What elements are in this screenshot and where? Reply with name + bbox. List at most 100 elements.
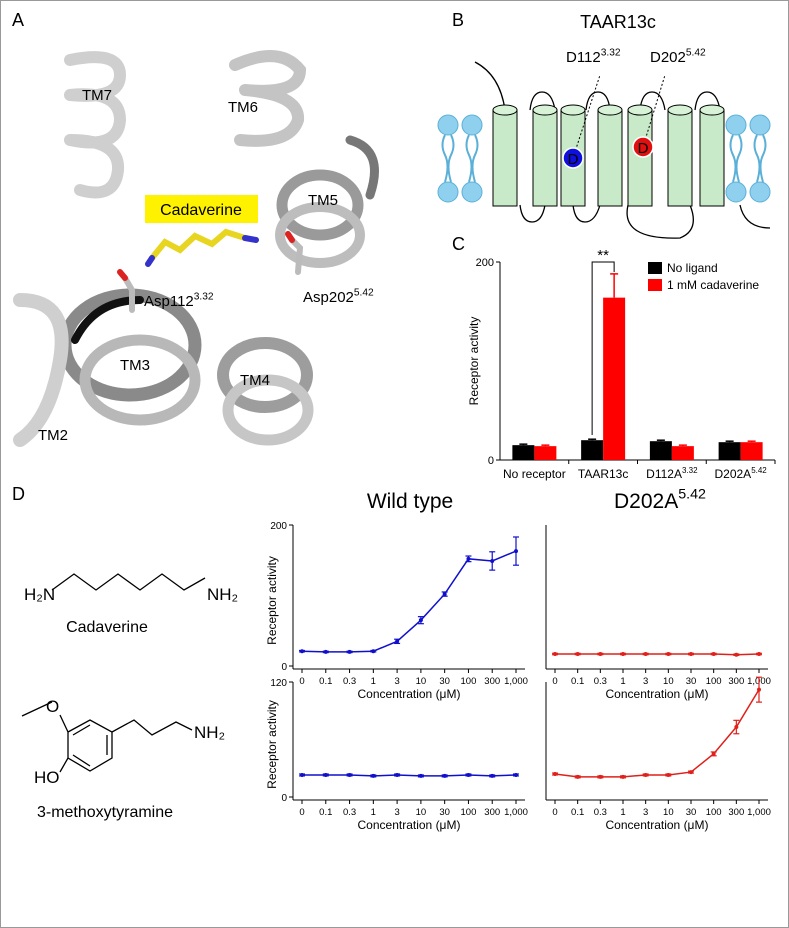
point	[757, 652, 761, 657]
line	[555, 653, 760, 656]
y-tick-label: 200	[476, 257, 494, 269]
panel-letter: A	[12, 10, 24, 30]
helix-top	[667, 104, 693, 116]
point	[643, 652, 648, 657]
helix-top	[627, 104, 653, 116]
legend-label: 1 mM cadaverine	[667, 278, 759, 292]
line	[554, 689, 760, 778]
residue-label: D1123.32	[566, 47, 621, 66]
x-tick-label: 0.3	[594, 676, 607, 687]
bar	[671, 446, 694, 460]
helix-top	[560, 104, 586, 116]
x-tick-label: 3	[643, 807, 648, 818]
x-tick-label: 0.1	[571, 676, 584, 687]
molecule-name: Cadaverine	[66, 619, 148, 636]
x-tick-label-sup: 3.32	[682, 466, 698, 475]
x-tick-label: 1,000	[504, 807, 528, 818]
point	[418, 618, 423, 623]
x-tick-label: 0.3	[343, 676, 356, 687]
helix-cylinder	[699, 109, 725, 207]
point	[323, 649, 328, 654]
bar	[603, 297, 626, 460]
bar	[718, 442, 741, 460]
residue-label-base: D202	[650, 49, 686, 66]
x-tick-label: 1,000	[747, 807, 771, 818]
point	[490, 558, 495, 563]
pointer	[642, 74, 666, 148]
point	[734, 725, 739, 730]
x-tick-label: 0	[552, 676, 557, 687]
helix-top	[597, 104, 623, 116]
bar	[534, 446, 557, 460]
point	[323, 772, 328, 777]
residue-label-base: D112	[566, 49, 601, 66]
lipid-tail	[753, 134, 767, 183]
point	[371, 649, 376, 654]
lipid-head	[461, 181, 483, 203]
bar	[740, 442, 763, 460]
lipid-tail	[441, 134, 455, 183]
atom-group: HO	[34, 768, 60, 787]
x-axis-label: Concentration (μM)	[606, 818, 709, 832]
helix-top	[699, 104, 725, 116]
helix-label: TM6	[228, 99, 258, 116]
column-title-base: Wild type	[367, 490, 453, 513]
x-tick-label: 100	[706, 676, 722, 687]
x-tick-label-base: D112A	[646, 467, 682, 481]
helix-top	[492, 104, 518, 116]
membrane-diagram	[437, 61, 771, 239]
atom-group: NH₂	[207, 585, 238, 604]
bar	[581, 440, 604, 460]
x-tick-label: 1	[371, 676, 376, 687]
y-axis-label: Receptor activity	[265, 700, 279, 789]
point	[300, 649, 304, 654]
y-tick-label: 0	[281, 793, 287, 804]
x-tick-label: No receptor	[503, 467, 566, 481]
x-tick-label: 0.3	[594, 807, 607, 818]
x-tick-label: 10	[416, 676, 427, 687]
helix-cylinder	[532, 109, 558, 207]
helix-label: TM3	[120, 357, 150, 374]
panel-letter: D	[12, 484, 25, 504]
point	[621, 774, 625, 779]
point	[418, 773, 423, 778]
oxygen: O	[46, 697, 59, 716]
x-tick-label: 300	[728, 676, 744, 687]
residue-label-sup: 3.32	[601, 47, 621, 58]
helix-top	[532, 104, 558, 116]
x-tick-label: 1	[620, 676, 625, 687]
y-tick-label: 0	[281, 662, 287, 673]
helix-label: TM7	[82, 87, 112, 104]
point	[553, 652, 557, 657]
line	[301, 550, 517, 653]
point	[514, 772, 518, 777]
lipid-head	[749, 181, 771, 203]
point	[466, 556, 471, 561]
x-tick-label: 10	[416, 807, 427, 818]
residue-label-sup: 3.32	[194, 291, 214, 302]
x-tick-label: 0.1	[319, 676, 332, 687]
bond	[51, 573, 206, 591]
x-tick-label-sup: 5.42	[751, 466, 767, 475]
lipid-head	[461, 114, 483, 136]
x-tick-label: 30	[439, 807, 450, 818]
x-tick-label: 3	[643, 676, 648, 687]
x-axis-label: Concentration (μM)	[606, 687, 709, 701]
helix-cylinder	[492, 109, 518, 207]
point	[734, 652, 739, 657]
x-axis-label: Concentration (μM)	[358, 687, 461, 701]
x-tick-label: 0.1	[319, 807, 332, 818]
x-tick-label: 0	[299, 676, 304, 687]
bar	[649, 441, 672, 460]
x-tick-label: 100	[461, 676, 477, 687]
legend-swatch	[648, 279, 662, 291]
point	[575, 652, 580, 657]
residue-label-base: Asp112	[144, 293, 194, 310]
loop	[474, 61, 771, 239]
y-tick-label: 0	[488, 455, 494, 467]
panel-letter: C	[452, 234, 465, 254]
point	[466, 772, 471, 777]
x-tick-label: 10	[663, 807, 674, 818]
x-tick-label: 100	[706, 807, 722, 818]
point	[553, 772, 557, 776]
